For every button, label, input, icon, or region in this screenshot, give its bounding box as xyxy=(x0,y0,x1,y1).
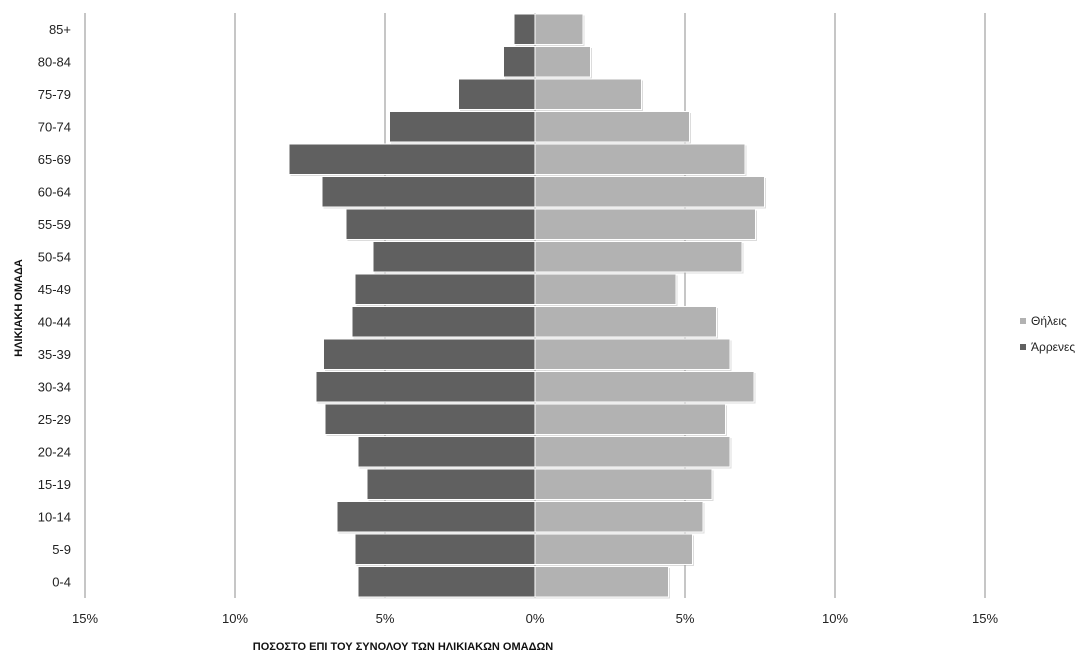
y-axis-title: ΗΛΙΚΙΑΚΗ ΟΜΑΔΑ xyxy=(13,259,25,357)
bar-males-75-79 xyxy=(458,78,536,110)
y-tick-label: 30-34 xyxy=(38,379,71,394)
bar-males-65-69 xyxy=(288,143,536,175)
x-tick-label: 5% xyxy=(676,611,695,626)
bar-males-10-14 xyxy=(336,501,536,533)
y-tick-label: 40-44 xyxy=(38,314,71,329)
y-tick-label: 25-29 xyxy=(38,412,71,427)
bar-males-70-74 xyxy=(389,111,536,143)
bar-females-80-84 xyxy=(534,46,591,78)
y-tick-label: 15-19 xyxy=(38,477,71,492)
bar-females-85+ xyxy=(534,13,584,45)
legend-label-males: Άρρενες xyxy=(1031,340,1075,354)
x-tick-label: 10% xyxy=(822,611,848,626)
bar-females-35-39 xyxy=(534,338,731,370)
y-tick-label: 80-84 xyxy=(38,54,71,69)
x-tick-label: 5% xyxy=(376,611,395,626)
bars xyxy=(288,13,766,599)
bar-males-25-29 xyxy=(324,403,536,435)
bar-females-25-29 xyxy=(534,403,726,435)
y-tick-label: 60-64 xyxy=(38,184,71,199)
x-tick-label: 15% xyxy=(72,611,98,626)
bar-males-80-84 xyxy=(503,46,536,78)
y-tick-label: 70-74 xyxy=(38,119,71,134)
x-tick-labels: 15% 10% 5% 0% 5% 10% 15% xyxy=(72,611,998,626)
bar-males-20-24 xyxy=(357,436,536,468)
x-tick-label: 15% xyxy=(972,611,998,626)
bar-males-35-39 xyxy=(323,338,536,370)
bar-females-70-74 xyxy=(534,111,690,143)
y-tick-label: 10-14 xyxy=(38,509,71,524)
y-tick-label: 55-59 xyxy=(38,217,71,232)
y-tick-label: 75-79 xyxy=(38,87,71,102)
y-tick-label: 85+ xyxy=(49,22,71,37)
bar-males-85+ xyxy=(513,13,536,45)
bar-males-40-44 xyxy=(351,306,536,338)
bar-females-10-14 xyxy=(534,501,704,533)
bar-males-0-4 xyxy=(357,566,536,598)
bar-females-55-59 xyxy=(534,208,756,240)
bar-females-5-9 xyxy=(534,533,693,565)
y-tick-label: 45-49 xyxy=(38,282,71,297)
bar-females-30-34 xyxy=(534,371,755,403)
y-tick-label: 35-39 xyxy=(38,347,71,362)
y-tick-label: 65-69 xyxy=(38,152,71,167)
bar-males-45-49 xyxy=(354,273,536,305)
legend-swatch-males xyxy=(1020,344,1026,350)
bar-females-45-49 xyxy=(534,273,677,305)
bar-females-75-79 xyxy=(534,78,642,110)
legend: Θήλεις Άρρενες xyxy=(1020,314,1075,354)
x-tick-label: 10% xyxy=(222,611,248,626)
y-tick-labels: 0-4 5-9 10-14 15-19 20-24 25-29 30-34 35-39 40-4… xyxy=(38,22,71,590)
bar-males-60-64 xyxy=(321,176,536,208)
bar-females-60-64 xyxy=(534,176,765,208)
x-axis-title: ΠΟΣΟΣΤΟ ΕΠΙ ΤΟΥ ΣΥΝΟΛΟΥ ΤΩΝ ΗΛΙΚΙΑΚΩΝ ΟΜ… xyxy=(253,641,554,653)
grid-lines xyxy=(84,13,986,598)
y-tick-label: 50-54 xyxy=(38,249,71,264)
bar-females-0-4 xyxy=(534,566,669,598)
bar-males-15-19 xyxy=(366,468,536,500)
bar-females-40-44 xyxy=(534,306,717,338)
y-tick-label: 0-4 xyxy=(52,574,71,589)
y-tick-label: 20-24 xyxy=(38,444,71,459)
legend-label-females: Θήλεις xyxy=(1031,314,1067,328)
bar-females-15-19 xyxy=(534,468,713,500)
x-tick-label: 0% xyxy=(526,611,545,626)
legend-swatch-females xyxy=(1020,318,1026,324)
y-tick-label: 5-9 xyxy=(52,542,71,557)
bar-males-50-54 xyxy=(372,241,536,273)
bar-females-20-24 xyxy=(534,436,731,468)
bar-males-30-34 xyxy=(315,371,536,403)
bar-females-50-54 xyxy=(534,241,743,273)
bar-males-5-9 xyxy=(354,533,536,565)
bar-females-65-69 xyxy=(534,143,746,175)
bar-males-55-59 xyxy=(345,208,536,240)
